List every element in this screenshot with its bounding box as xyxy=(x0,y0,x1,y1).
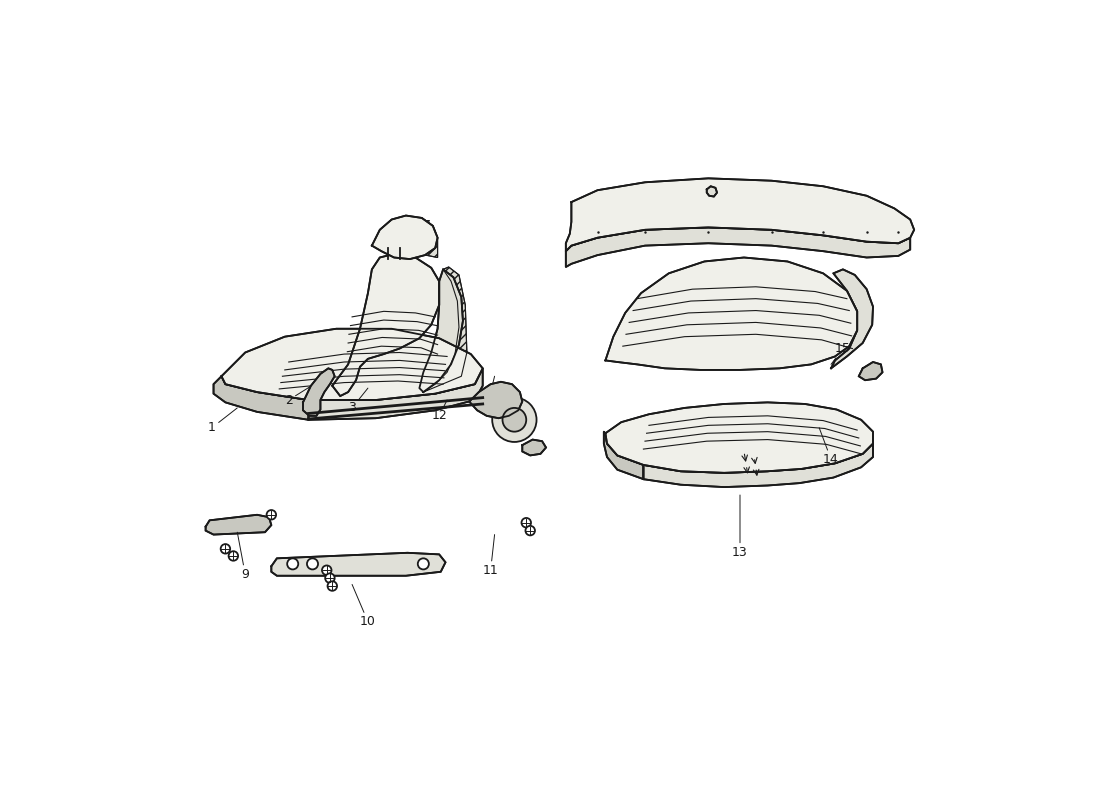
Text: 6: 6 xyxy=(399,219,416,244)
Circle shape xyxy=(521,518,531,527)
Circle shape xyxy=(221,544,230,554)
Text: 14: 14 xyxy=(820,428,839,466)
Polygon shape xyxy=(424,267,466,392)
Text: 2: 2 xyxy=(285,380,320,406)
Circle shape xyxy=(492,398,537,442)
Circle shape xyxy=(326,574,334,583)
Polygon shape xyxy=(332,254,439,396)
Polygon shape xyxy=(605,258,857,370)
Polygon shape xyxy=(206,514,272,534)
Text: 15: 15 xyxy=(830,342,851,364)
Polygon shape xyxy=(565,227,910,267)
Polygon shape xyxy=(470,382,522,418)
Text: 11: 11 xyxy=(483,534,498,577)
Text: 13: 13 xyxy=(733,495,748,558)
Text: 4: 4 xyxy=(483,376,495,414)
Polygon shape xyxy=(372,215,438,259)
Polygon shape xyxy=(213,376,308,420)
Circle shape xyxy=(526,526,535,535)
Text: 7: 7 xyxy=(424,219,436,244)
Text: 9: 9 xyxy=(238,532,249,581)
Polygon shape xyxy=(406,218,438,258)
Text: 10: 10 xyxy=(352,585,376,628)
Text: 3: 3 xyxy=(348,388,367,414)
Circle shape xyxy=(229,551,238,561)
Circle shape xyxy=(503,408,526,432)
Polygon shape xyxy=(644,443,873,487)
Polygon shape xyxy=(419,270,463,392)
Text: 1: 1 xyxy=(208,408,238,434)
Polygon shape xyxy=(308,368,483,420)
Polygon shape xyxy=(859,362,882,380)
Polygon shape xyxy=(565,178,914,251)
Polygon shape xyxy=(302,368,334,416)
Circle shape xyxy=(307,558,318,570)
Polygon shape xyxy=(604,432,644,479)
Polygon shape xyxy=(605,402,873,473)
Polygon shape xyxy=(221,329,483,400)
Text: 12: 12 xyxy=(431,400,447,422)
Polygon shape xyxy=(272,553,446,576)
Circle shape xyxy=(322,566,331,575)
Circle shape xyxy=(287,558,298,570)
Polygon shape xyxy=(706,186,717,197)
Circle shape xyxy=(266,510,276,519)
Polygon shape xyxy=(830,270,873,368)
Polygon shape xyxy=(522,439,546,455)
Circle shape xyxy=(418,558,429,570)
Circle shape xyxy=(328,582,337,590)
